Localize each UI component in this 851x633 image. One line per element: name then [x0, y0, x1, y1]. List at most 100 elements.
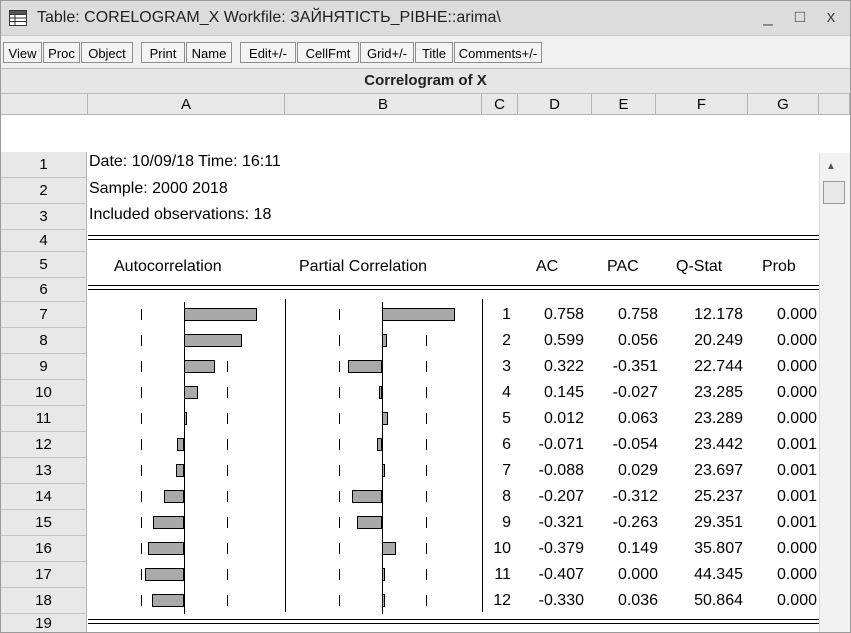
row-header[interactable]: 2	[1, 178, 87, 204]
ac-bar	[184, 334, 242, 347]
qstat-heading: Q-Stat	[676, 258, 723, 275]
separator-line	[88, 623, 819, 624]
pac-confidence-tick	[339, 595, 340, 606]
minimize-button[interactable]: _	[763, 7, 773, 26]
comments-button[interactable]: Comments+/-	[454, 42, 542, 63]
pac-bar	[352, 490, 382, 503]
column-header-c[interactable]: C	[482, 94, 518, 115]
lag-cell: 5	[502, 410, 511, 427]
ac-confidence-tick	[141, 335, 142, 346]
ac-bar	[175, 464, 184, 477]
pac-value: -0.263	[612, 514, 658, 531]
corner-header[interactable]	[1, 94, 88, 115]
prob-value: 0.001	[776, 462, 817, 479]
pac-bar	[376, 438, 382, 451]
pac-heading: PAC	[607, 258, 639, 275]
row-header[interactable]: 11	[1, 406, 87, 432]
pac-confidence-tick	[339, 387, 340, 398]
row-header[interactable]: 8	[1, 328, 87, 354]
scroll-thumb[interactable]	[823, 181, 845, 204]
pac-confidence-tick	[426, 335, 427, 346]
row-header[interactable]: 15	[1, 510, 87, 536]
title-button[interactable]: Title	[415, 42, 453, 63]
pac-confidence-tick	[426, 387, 427, 398]
pac-confidence-tick	[426, 439, 427, 450]
print-button[interactable]: Print	[141, 42, 185, 63]
ac-confidence-tick	[227, 517, 228, 528]
graph-divider	[285, 299, 286, 612]
lag-cell: 10	[493, 540, 511, 557]
lag-cell: 12	[493, 592, 511, 609]
name-button[interactable]: Name	[186, 42, 232, 63]
row-header[interactable]: 9	[1, 354, 87, 380]
pac-confidence-tick	[426, 361, 427, 372]
row-header[interactable]: 7	[1, 302, 87, 328]
pac-value: 0.758	[617, 306, 658, 323]
column-header-e[interactable]: E	[592, 94, 656, 115]
row-header[interactable]: 13	[1, 458, 87, 484]
ac-heading: AC	[536, 258, 559, 275]
object-button[interactable]: Object	[81, 42, 133, 63]
scroll-up-icon[interactable]: ▲	[826, 161, 836, 172]
pac-confidence-tick	[339, 517, 340, 528]
sample-line: Sample: 2000 2018	[89, 180, 228, 197]
column-header-f[interactable]: F	[656, 94, 748, 115]
pac-confidence-tick	[339, 491, 340, 502]
pac-bar	[356, 516, 382, 529]
maximize-button[interactable]: □	[794, 7, 806, 26]
ac-value: 0.145	[543, 384, 584, 401]
window-title: Table: CORELOGRAM_X Workfile: ЗАЙНЯТІСТЬ…	[37, 9, 501, 26]
row-header[interactable]: 1	[1, 152, 87, 178]
column-header-d[interactable]: D	[518, 94, 592, 115]
row-header[interactable]: 5	[1, 252, 87, 278]
lag-cell: 4	[502, 384, 511, 401]
row-header[interactable]: 17	[1, 562, 87, 588]
pac-confidence-tick	[339, 569, 340, 580]
pac-bar	[379, 386, 382, 399]
lag-cell: 1	[502, 306, 511, 323]
pac-bar	[348, 360, 382, 373]
pac-axis	[382, 380, 383, 406]
separator-line	[88, 289, 819, 290]
edit-button[interactable]: Edit+/-	[240, 42, 296, 63]
row-header[interactable]: 4	[1, 230, 87, 252]
pac-value: 0.149	[617, 540, 658, 557]
pac-value: 0.056	[617, 332, 658, 349]
pac-confidence-tick	[426, 569, 427, 580]
row-header[interactable]: 16	[1, 536, 87, 562]
ac-bar	[153, 516, 184, 529]
row-header[interactable]: 18	[1, 588, 87, 614]
row-header[interactable]: 19	[1, 614, 87, 632]
ac-bar	[184, 308, 257, 321]
ac-confidence-tick	[141, 465, 142, 476]
column-header-g[interactable]: G	[748, 94, 819, 115]
proc-button[interactable]: Proc	[43, 42, 80, 63]
column-header-a[interactable]: A	[88, 94, 285, 115]
pac-value: -0.351	[612, 358, 658, 375]
pac-bar	[382, 334, 388, 347]
view-button[interactable]: View	[3, 42, 42, 63]
row-header[interactable]: 6	[1, 278, 87, 302]
qstat-value: 23.289	[694, 410, 743, 427]
qstat-value: 23.285	[694, 384, 743, 401]
pac-bar	[382, 568, 385, 581]
lag-cell: 6	[502, 436, 511, 453]
ac-bar	[177, 438, 184, 451]
close-button[interactable]: x	[826, 7, 836, 26]
qstat-value: 25.237	[694, 488, 743, 505]
graph-divider	[482, 299, 483, 612]
ac-confidence-tick	[227, 387, 228, 398]
separator-line	[88, 235, 819, 236]
row-header[interactable]: 3	[1, 204, 87, 230]
pac-confidence-tick	[339, 413, 340, 424]
separator-line	[88, 239, 819, 240]
cellfmt-button[interactable]: CellFmt	[297, 42, 359, 63]
row-header[interactable]: 12	[1, 432, 87, 458]
pac-bar	[382, 412, 389, 425]
vertical-scrollbar[interactable]: ▲	[819, 153, 850, 632]
column-header-b[interactable]: B	[285, 94, 482, 115]
grid-button[interactable]: Grid+/-	[360, 42, 414, 63]
title-bar[interactable]: Table: CORELOGRAM_X Workfile: ЗАЙНЯТІСТЬ…	[1, 1, 850, 36]
row-header[interactable]: 10	[1, 380, 87, 406]
row-header[interactable]: 14	[1, 484, 87, 510]
